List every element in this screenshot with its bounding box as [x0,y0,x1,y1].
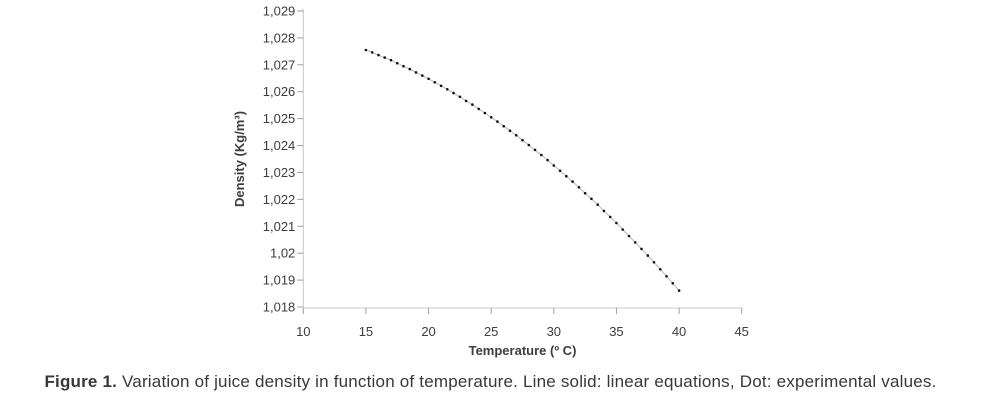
y-tick-label: 1,022 [263,192,296,207]
x-tick-label: 40 [672,324,686,339]
x-tick-label: 25 [484,324,498,339]
x-tick-label: 45 [734,324,748,339]
experimental-data-dot [633,241,637,244]
experimental-data-dot [652,261,656,264]
experimental-data-dot [452,91,455,95]
x-tick-label: 30 [547,324,561,339]
experimental-data-dot [514,134,518,137]
experimental-data-dot [496,120,499,123]
y-tick-label: 1,019 [263,273,296,288]
experimental-data-dot [508,129,512,132]
y-axis-title: Density (Kg/m³) [232,111,247,207]
experimental-data-dot [421,74,424,77]
experimental-data-dot [627,234,631,238]
experimental-data-dot [552,164,556,167]
y-tick-label: 1,021 [263,219,296,234]
x-tick-label: 10 [296,324,310,339]
experimental-data-dot [608,215,612,219]
x-axis-title: Temperature (º C) [469,343,577,358]
experimental-data-dot [414,71,418,74]
y-tick-label: 1,024 [263,138,296,153]
experimental-data-dot [596,203,599,206]
experimental-data-dot [540,153,543,157]
experimental-data-dot [521,138,524,142]
experimental-data-dot [502,124,506,128]
experimental-data-dot [364,48,368,52]
experimental-data-dot [615,221,618,225]
experimental-data-dot [446,88,449,91]
y-tick-label: 1,029 [263,4,296,19]
experimental-data-dot [527,143,531,147]
experimental-data-dot [590,197,593,201]
experimental-data-dot [477,107,481,111]
experimental-data-dot [370,51,374,54]
experimental-data-dot [671,282,675,285]
experimental-data-dot [558,169,562,173]
experimental-data-dot [602,209,606,213]
experimental-data-dot [427,77,430,81]
experimental-data-dot [389,58,393,62]
y-tick-label: 1,018 [263,300,296,315]
experimental-data-dot [458,95,462,99]
experimental-data-dot [395,61,399,65]
figure-caption-label: Figure 1. [44,372,118,391]
y-tick-label: 1,028 [263,30,296,45]
experimental-data-dot [433,81,437,84]
y-tick-label: 1,02 [270,246,295,261]
experimental-data-dot [571,180,574,183]
figure-caption-text: Variation of juice density in function o… [117,372,937,391]
x-tick-label: 20 [421,324,435,339]
y-tick-label: 1,027 [263,57,296,72]
experimental-data-dot [439,84,443,88]
experimental-data-dot [546,158,549,162]
x-tick-label: 15 [359,324,373,339]
experimental-data-dot [677,289,681,292]
experimental-data-dot [565,174,568,178]
experimental-data-dot [577,186,581,189]
experimental-data-dot [665,275,668,278]
y-tick-label: 1,025 [263,111,296,126]
linear-equation-line [365,49,680,291]
y-tick-label: 1,023 [263,165,296,180]
experimental-data-dot [489,116,493,119]
experimental-data-dot [383,56,387,59]
experimental-data-dot [533,148,537,152]
experimental-data-dot [471,103,474,106]
experimental-data-dot [377,53,380,57]
experimental-data-dot [402,64,405,68]
y-tick-label: 1,026 [263,84,296,99]
figure-caption: Figure 1. Variation of juice density in … [0,371,981,393]
experimental-data-dot [640,247,643,251]
x-tick-label: 35 [609,324,623,339]
experimental-data-dot [646,254,650,257]
density-temperature-chart: 1,0291,0281,0271,0261,0251,0241,0231,022… [232,4,749,359]
experimental-data-dot [408,67,412,71]
experimental-data-dot [659,268,662,271]
experimental-data-dot [464,99,468,103]
experimental-data-dot [583,191,587,195]
experimental-data-dot [621,228,624,231]
experimental-data-dot [483,111,487,115]
